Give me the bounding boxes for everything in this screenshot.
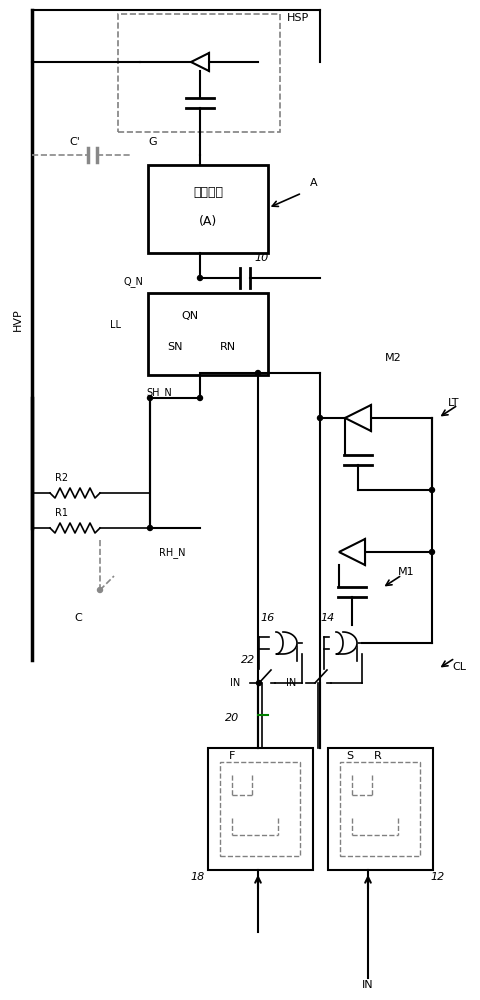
Text: R: R	[373, 751, 381, 761]
Text: R1: R1	[55, 508, 68, 518]
Text: 缓冲器级: 缓冲器级	[192, 186, 223, 200]
Text: 16: 16	[260, 613, 275, 623]
Circle shape	[147, 395, 152, 400]
Text: 12: 12	[430, 872, 444, 882]
Circle shape	[429, 488, 433, 492]
Text: RH_N: RH_N	[158, 548, 185, 558]
Text: Q_N: Q_N	[123, 277, 143, 287]
Text: R2: R2	[55, 473, 69, 483]
Bar	[207, 748, 312, 870]
Bar	[118, 14, 279, 132]
Circle shape	[317, 416, 322, 420]
Circle shape	[197, 275, 202, 280]
Text: QN: QN	[181, 311, 198, 321]
Text: F: F	[228, 751, 235, 761]
Text: 18: 18	[191, 872, 204, 882]
Bar	[148, 165, 267, 253]
Circle shape	[429, 550, 433, 554]
Circle shape	[256, 680, 261, 686]
Bar	[219, 762, 300, 856]
Polygon shape	[344, 405, 370, 431]
Text: SH_N: SH_N	[146, 388, 172, 398]
Text: IN: IN	[285, 678, 295, 688]
Bar	[339, 762, 419, 856]
Circle shape	[197, 395, 202, 400]
Circle shape	[255, 370, 260, 375]
Text: 22: 22	[240, 655, 254, 665]
Text: (A): (A)	[198, 216, 216, 229]
Text: 10: 10	[254, 253, 269, 263]
Text: LL: LL	[110, 320, 121, 330]
Text: G: G	[148, 137, 156, 147]
Text: HSP: HSP	[287, 13, 309, 23]
Bar	[148, 293, 267, 375]
Text: HVP: HVP	[13, 309, 23, 331]
Polygon shape	[336, 632, 356, 654]
Circle shape	[97, 587, 102, 592]
Text: C': C'	[70, 137, 80, 147]
Text: M1: M1	[397, 567, 414, 577]
Text: S: S	[346, 751, 353, 761]
Text: SN: SN	[167, 342, 182, 352]
Polygon shape	[338, 539, 364, 565]
Text: M2: M2	[384, 353, 401, 363]
Text: A: A	[309, 178, 317, 188]
Bar	[327, 748, 432, 870]
Text: 20: 20	[225, 713, 239, 723]
Text: RN: RN	[219, 342, 236, 352]
Text: IN: IN	[229, 678, 240, 688]
Text: C: C	[74, 613, 82, 623]
Circle shape	[147, 526, 152, 530]
Text: IN: IN	[361, 980, 373, 990]
Text: LT: LT	[447, 398, 458, 408]
Text: CL: CL	[451, 662, 465, 672]
Polygon shape	[191, 53, 209, 71]
Polygon shape	[276, 632, 296, 654]
Text: 14: 14	[320, 613, 335, 623]
